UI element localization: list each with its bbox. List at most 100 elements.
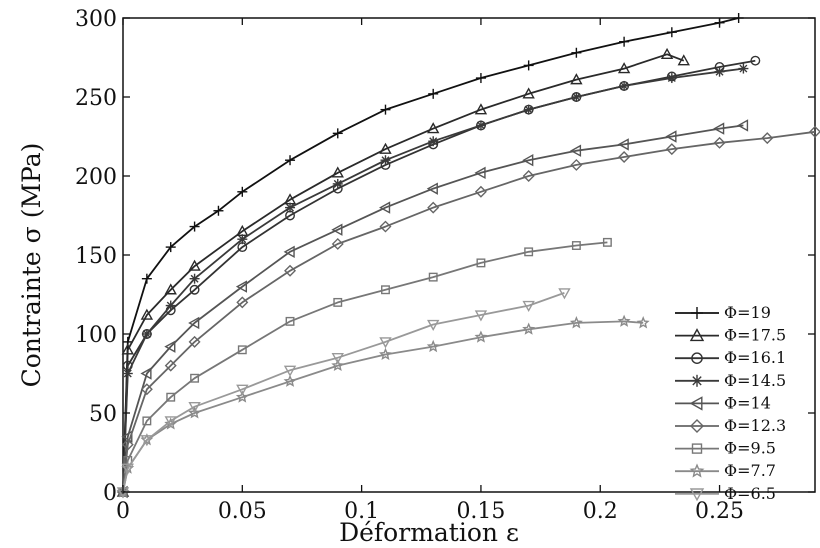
data-point — [619, 80, 630, 91]
data-point — [761, 132, 774, 145]
data-point — [331, 237, 344, 250]
x-tick-label: 0 — [116, 499, 130, 524]
legend-item-4: Φ=14 — [675, 393, 771, 412]
data-point — [522, 170, 535, 182]
data-point — [380, 155, 391, 166]
data-point — [426, 339, 440, 353]
data-point — [331, 353, 344, 365]
legend-label: Φ=12.3 — [724, 416, 786, 435]
data-point — [331, 166, 344, 178]
data-point — [332, 178, 343, 189]
series-group — [116, 13, 820, 499]
legend-marker — [689, 463, 705, 478]
series-line — [122, 17, 739, 493]
data-point — [378, 347, 392, 361]
data-point — [713, 122, 725, 135]
series-line — [122, 292, 565, 493]
data-point — [237, 186, 248, 197]
data-point — [166, 392, 176, 402]
data-point — [570, 158, 583, 171]
legend-item-1: Φ=17.5 — [675, 326, 786, 345]
data-point — [713, 136, 726, 149]
data-point — [165, 300, 176, 311]
data-point — [522, 322, 536, 335]
data-point — [189, 273, 200, 284]
data-point — [164, 283, 177, 295]
y-tick-label: 150 — [75, 244, 117, 269]
data-point — [524, 247, 534, 257]
data-point — [188, 406, 202, 419]
data-point — [571, 241, 581, 250]
data-point — [164, 359, 177, 372]
data-point — [122, 368, 133, 379]
data-point — [523, 104, 534, 115]
series-8 — [116, 288, 571, 499]
data-point — [285, 202, 296, 213]
data-point — [426, 182, 438, 195]
data-point — [379, 220, 392, 233]
series-1 — [116, 47, 690, 497]
legend-marker — [691, 307, 703, 319]
data-point — [809, 125, 820, 138]
data-point — [189, 221, 200, 232]
x-tick-label: 0.05 — [218, 499, 267, 524]
data-point — [619, 36, 630, 47]
data-point — [121, 343, 134, 355]
data-point — [736, 119, 749, 132]
legend-marker — [689, 328, 705, 342]
y-tick-label: 100 — [75, 323, 117, 348]
legend-item-7: Φ=7.7 — [675, 461, 776, 480]
data-point — [140, 308, 154, 320]
series-4 — [116, 119, 749, 499]
data-point — [381, 285, 390, 295]
data-point — [571, 92, 582, 102]
plot-frame — [122, 17, 816, 493]
legend-marker — [691, 443, 703, 454]
y-tick-label: 300 — [75, 7, 117, 32]
data-point — [660, 47, 674, 60]
data-point — [569, 316, 583, 329]
data-point — [427, 319, 440, 331]
legend-marker — [689, 396, 703, 411]
data-point — [474, 185, 487, 198]
data-point — [602, 237, 612, 247]
data-point — [188, 335, 201, 348]
y-tick-label: 250 — [75, 86, 117, 111]
data-point — [235, 280, 248, 293]
data-point — [188, 259, 201, 271]
legend-label: Φ=19 — [724, 303, 771, 322]
data-point — [189, 284, 200, 295]
series-5 — [117, 125, 820, 498]
legend-label: Φ=6.5 — [724, 484, 776, 503]
axes: 0 0.05 0.1 0.15 0.2 0.25 0 50 100 150 200 250 300 Déf… — [17, 7, 815, 547]
data-point — [475, 120, 486, 131]
data-point — [164, 340, 176, 353]
data-point — [428, 272, 438, 282]
data-point — [188, 316, 200, 330]
data-point — [474, 166, 486, 180]
data-point — [428, 136, 439, 147]
legend-item-8: Φ=6.5 — [675, 484, 776, 503]
data-point — [283, 245, 295, 259]
plot-area — [122, 17, 816, 493]
data-point — [141, 329, 152, 339]
data-point — [237, 234, 248, 245]
legend-item-3: Φ=14.5 — [675, 371, 786, 390]
data-point — [636, 316, 650, 329]
data-point — [571, 47, 582, 58]
data-point — [283, 365, 297, 377]
data-point — [380, 104, 391, 115]
data-point — [750, 55, 761, 66]
legend-item-6: Φ=9.5 — [675, 439, 776, 458]
data-point — [522, 300, 535, 313]
legend-item-0: Φ=19 — [675, 303, 771, 322]
legend: Φ=19 Φ=17.5 Φ=16.1 Φ=14.5 Φ=14 Φ=12.3 Φ=9.5 Φ=7… — [675, 303, 786, 503]
data-point — [188, 401, 201, 414]
data-point — [558, 288, 571, 300]
data-point — [666, 73, 677, 84]
series-line — [122, 130, 816, 493]
data-point — [331, 358, 345, 372]
series-line — [122, 124, 744, 493]
data-point — [284, 264, 297, 277]
data-point — [666, 27, 677, 38]
